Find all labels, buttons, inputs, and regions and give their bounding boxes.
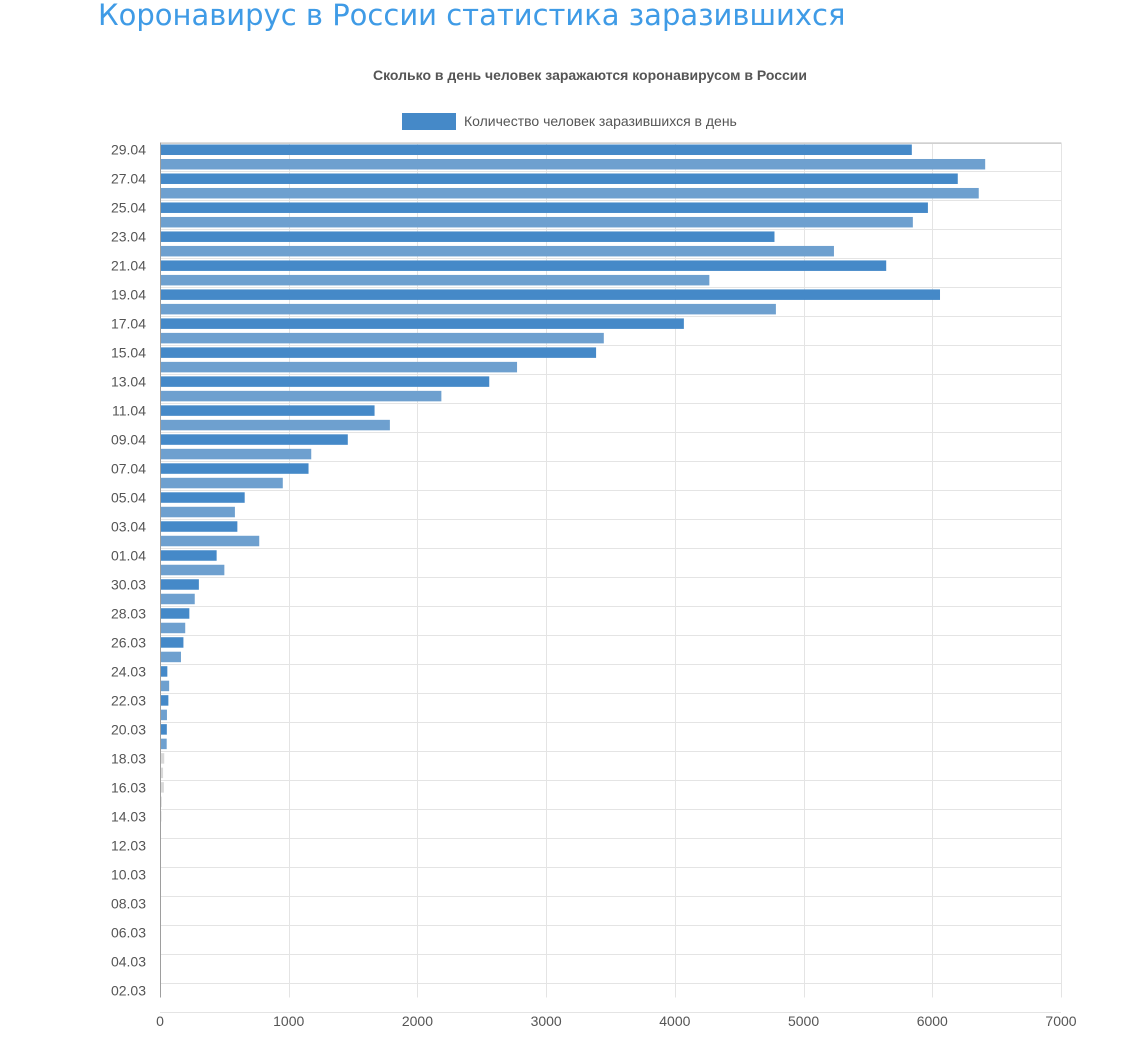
bar — [160, 477, 283, 489]
y-tick-label: 08.03 — [111, 895, 146, 911]
bar — [160, 260, 887, 271]
x-tick-label: 5000 — [788, 1013, 819, 1029]
bar — [160, 376, 490, 387]
bar — [160, 187, 979, 199]
y-tick-label: 15.04 — [111, 345, 146, 361]
chart-title: Сколько в день человек заражаются корона… — [373, 67, 807, 83]
y-tick-label: 27.04 — [111, 171, 146, 187]
bar — [160, 550, 217, 561]
y-tick-label: 16.03 — [111, 779, 146, 795]
y-tick-label: 05.04 — [111, 490, 146, 506]
bar — [160, 579, 199, 590]
page-title: Коронавирус в России статистика заразивш… — [98, 0, 846, 32]
bar — [160, 492, 245, 503]
x-tick-label: 3000 — [531, 1013, 562, 1029]
y-tick-label: 04.03 — [111, 953, 146, 969]
y-tick-label: 18.03 — [111, 750, 146, 766]
bar — [160, 318, 684, 329]
bar — [160, 637, 184, 648]
bar — [160, 216, 913, 228]
x-tick-label: 2000 — [402, 1013, 433, 1029]
bar — [160, 680, 170, 692]
y-tick-label: 03.04 — [111, 519, 146, 535]
bar — [160, 695, 169, 706]
bar — [160, 753, 165, 764]
bar — [160, 303, 776, 315]
y-tick-label: 24.03 — [111, 663, 146, 679]
y-tick-label: 07.04 — [111, 461, 146, 477]
y-tick-label: 06.03 — [111, 924, 146, 940]
y-tick-label: 12.03 — [111, 837, 146, 853]
bar — [160, 274, 710, 286]
y-tick-label: 21.04 — [111, 258, 146, 274]
bar — [160, 448, 312, 460]
bar — [160, 245, 834, 257]
y-tick-label: 10.03 — [111, 866, 146, 882]
x-tick-label: 6000 — [917, 1013, 948, 1029]
bar — [160, 521, 238, 532]
bar — [160, 564, 225, 576]
x-tick-label: 4000 — [659, 1013, 690, 1029]
y-tick-label: 29.04 — [111, 142, 146, 158]
y-tick-label: 02.03 — [111, 982, 146, 998]
y-tick-label: 30.03 — [111, 576, 146, 592]
y-tick-label: 17.04 — [111, 316, 146, 332]
bar — [160, 361, 518, 373]
bar — [160, 231, 775, 242]
bar — [160, 390, 442, 402]
y-tick-label: 09.04 — [111, 432, 146, 448]
y-tick-label: 20.03 — [111, 721, 146, 737]
bar — [160, 782, 164, 793]
bar — [160, 738, 167, 750]
bar — [160, 724, 167, 735]
x-tick-label: 1000 — [273, 1013, 304, 1029]
y-tick-label: 19.04 — [111, 287, 146, 303]
y-tick-label: 28.03 — [111, 605, 146, 621]
bar — [160, 506, 235, 518]
bar — [160, 144, 912, 155]
y-tick-label: 11.04 — [112, 403, 146, 419]
y-tick-label: 14.03 — [111, 808, 146, 824]
bar — [160, 593, 195, 605]
bar — [160, 622, 186, 634]
bar — [160, 535, 260, 547]
bar — [160, 347, 597, 358]
bar — [160, 202, 928, 213]
bar — [160, 173, 958, 184]
chart-legend[interactable]: Количество человек заразившихся в день — [402, 111, 737, 131]
bar — [160, 666, 168, 677]
legend-swatch — [402, 112, 456, 130]
bar — [160, 463, 309, 474]
legend-label: Количество человек заразившихся в день — [464, 113, 737, 129]
x-tick-label: 7000 — [1045, 1013, 1076, 1029]
y-tick-label: 22.03 — [111, 692, 146, 708]
y-tick-label: 23.04 — [111, 229, 146, 245]
y-tick-label: 26.03 — [111, 634, 146, 650]
bar — [160, 332, 604, 344]
bar — [160, 608, 190, 619]
bar — [160, 651, 181, 663]
bar — [160, 158, 986, 170]
y-tick-label: 01.04 — [111, 548, 146, 564]
bar — [160, 709, 167, 721]
bar — [160, 767, 164, 779]
bar — [160, 419, 390, 431]
bar — [160, 289, 941, 300]
x-tick-label: 0 — [156, 1013, 164, 1029]
y-tick-label: 25.04 — [111, 200, 146, 216]
y-tick-label: 13.04 — [111, 374, 146, 390]
bar — [160, 434, 348, 445]
bar — [160, 405, 375, 416]
